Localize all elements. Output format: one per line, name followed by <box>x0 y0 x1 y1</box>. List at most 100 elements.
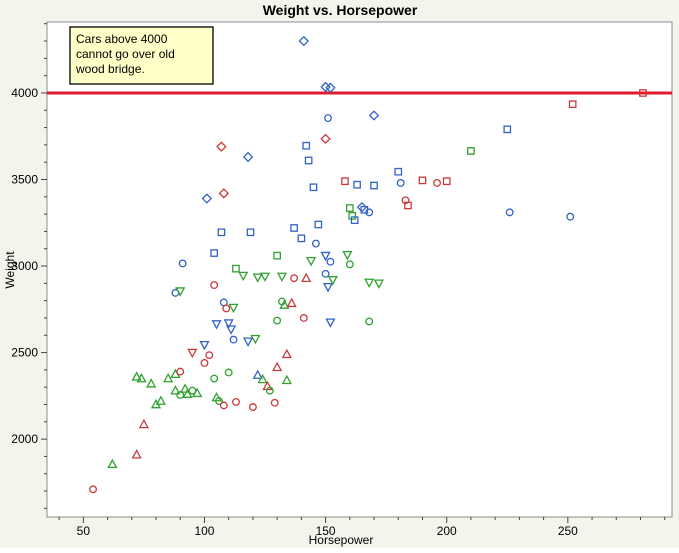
data-point[interactable] <box>309 183 318 192</box>
data-point[interactable] <box>373 279 384 289</box>
data-point[interactable] <box>326 257 335 266</box>
data-point[interactable] <box>272 361 283 372</box>
data-point[interactable] <box>252 369 263 379</box>
data-point[interactable] <box>324 114 332 123</box>
data-point[interactable] <box>566 212 575 221</box>
data-point[interactable] <box>404 201 412 210</box>
data-point[interactable] <box>138 418 149 429</box>
data-point[interactable] <box>155 395 166 405</box>
data-point[interactable] <box>320 251 331 262</box>
data-point[interactable] <box>222 304 231 313</box>
annotation-note[interactable]: Cars above 4000 cannot go over old wood … <box>69 26 214 85</box>
data-point[interactable] <box>232 397 240 406</box>
data-point[interactable] <box>232 264 240 273</box>
data-point[interactable] <box>433 179 441 187</box>
data-point[interactable] <box>325 82 336 93</box>
data-point[interactable] <box>218 188 230 199</box>
data-point[interactable] <box>276 272 288 282</box>
data-point[interactable] <box>290 274 299 283</box>
data-point[interactable] <box>401 196 410 205</box>
data-point[interactable] <box>176 367 185 376</box>
data-point[interactable] <box>176 391 185 399</box>
data-point[interactable] <box>298 35 310 47</box>
data-point[interactable] <box>314 220 323 229</box>
data-point[interactable] <box>226 325 237 335</box>
data-point[interactable] <box>297 234 306 243</box>
data-point[interactable] <box>201 193 213 204</box>
data-point[interactable] <box>224 368 233 377</box>
data-point[interactable] <box>301 272 312 283</box>
data-point[interactable] <box>348 211 357 220</box>
data-point[interactable] <box>273 316 282 325</box>
data-point[interactable] <box>217 228 226 237</box>
data-point[interactable] <box>228 303 239 314</box>
data-point[interactable] <box>248 403 257 412</box>
data-point[interactable] <box>418 176 427 185</box>
data-point[interactable] <box>252 273 263 283</box>
data-point[interactable] <box>299 314 308 322</box>
data-point[interactable] <box>238 271 249 282</box>
data-point[interactable] <box>281 348 292 359</box>
data-point[interactable] <box>321 269 330 278</box>
data-point[interactable] <box>259 272 271 282</box>
annotation-box[interactable] <box>69 26 214 85</box>
data-point[interactable] <box>246 228 255 237</box>
data-point[interactable] <box>396 179 405 187</box>
data-point[interactable] <box>364 278 375 289</box>
data-point[interactable] <box>170 385 181 395</box>
data-point[interactable] <box>216 141 227 152</box>
data-point[interactable] <box>342 250 353 261</box>
data-point[interactable] <box>242 337 254 347</box>
data-point[interactable] <box>242 151 254 163</box>
data-point[interactable] <box>568 100 577 109</box>
data-point[interactable] <box>365 317 374 326</box>
data-point[interactable] <box>304 156 313 165</box>
data-point[interactable] <box>639 89 647 97</box>
data-point[interactable] <box>325 318 336 328</box>
data-point[interactable] <box>262 380 273 391</box>
data-point[interactable] <box>320 133 331 145</box>
data-point[interactable] <box>327 276 338 286</box>
data-point[interactable] <box>211 320 222 330</box>
data-point[interactable] <box>370 181 378 190</box>
data-point[interactable] <box>187 348 198 359</box>
data-point[interactable] <box>89 485 97 494</box>
data-point[interactable] <box>356 201 368 213</box>
data-point[interactable] <box>211 392 222 402</box>
data-point[interactable] <box>223 319 234 329</box>
data-point[interactable] <box>368 110 380 121</box>
data-point[interactable] <box>229 335 238 344</box>
data-point[interactable] <box>442 177 451 186</box>
data-point[interactable] <box>345 260 354 269</box>
data-point[interactable] <box>345 204 354 212</box>
data-point[interactable] <box>322 282 334 293</box>
data-point[interactable] <box>175 287 186 297</box>
data-point[interactable] <box>311 239 320 248</box>
data-point[interactable] <box>205 351 214 360</box>
data-point[interactable] <box>136 372 147 383</box>
data-point[interactable] <box>286 297 297 308</box>
data-point[interactable] <box>279 299 290 309</box>
data-point[interactable] <box>305 256 317 267</box>
data-point[interactable] <box>131 449 142 459</box>
data-point[interactable] <box>210 249 219 257</box>
data-point[interactable] <box>350 216 359 225</box>
data-point[interactable] <box>199 340 210 351</box>
data-point[interactable] <box>210 374 219 383</box>
data-point[interactable] <box>302 141 311 150</box>
data-point[interactable] <box>200 359 209 367</box>
data-point[interactable] <box>107 458 118 469</box>
data-point[interactable] <box>219 401 228 410</box>
data-point[interactable] <box>131 371 142 381</box>
data-point[interactable] <box>265 386 274 395</box>
data-point[interactable] <box>503 125 512 134</box>
data-point[interactable] <box>281 374 292 385</box>
data-point[interactable] <box>394 167 403 176</box>
data-point[interactable] <box>192 387 203 398</box>
data-point[interactable] <box>163 372 174 383</box>
data-point[interactable] <box>505 208 514 217</box>
plot-area[interactable] <box>46 21 673 518</box>
data-point[interactable] <box>365 208 374 217</box>
data-point[interactable] <box>273 251 281 260</box>
data-point[interactable] <box>179 383 191 393</box>
